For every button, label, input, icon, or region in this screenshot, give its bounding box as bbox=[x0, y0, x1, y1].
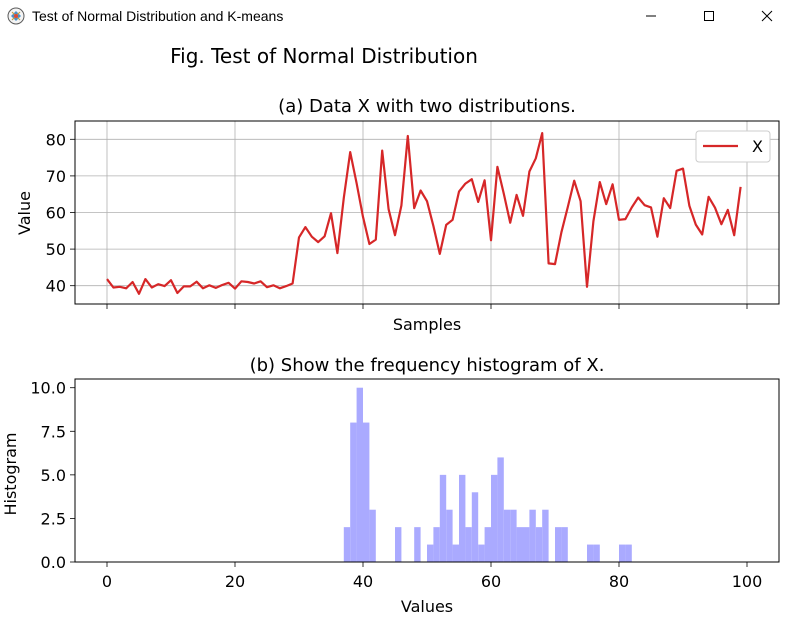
title-bar: Test of Normal Distribution and K-means bbox=[0, 0, 796, 32]
histogram-xtick-label: 80 bbox=[609, 572, 629, 591]
histogram-bar bbox=[523, 527, 530, 562]
histogram-bar bbox=[542, 509, 549, 562]
line-series-x bbox=[106, 132, 742, 295]
histogram-ytick-label: 10.0 bbox=[30, 379, 66, 398]
line-chart-ytick-label: 50 bbox=[46, 240, 66, 259]
histogram-bar bbox=[459, 474, 466, 562]
line-chart-frame bbox=[74, 120, 780, 305]
histogram-bar bbox=[503, 509, 511, 562]
histogram-bar bbox=[593, 544, 600, 562]
histogram-bar bbox=[491, 474, 498, 562]
histogram-ytick-label: 0.0 bbox=[41, 553, 66, 572]
histogram-bar bbox=[555, 527, 562, 562]
histogram-bar bbox=[369, 509, 376, 562]
histogram-bar bbox=[619, 544, 626, 562]
line-chart-ylabel: Value bbox=[15, 191, 34, 235]
histogram-bar bbox=[427, 544, 434, 562]
histogram-bar bbox=[625, 544, 632, 562]
histogram-ylabel: Histogram bbox=[1, 433, 20, 516]
histogram-ytick-label: 7.5 bbox=[41, 422, 66, 441]
histogram-bar bbox=[484, 527, 491, 562]
histogram-title: (b) Show the frequency histogram of X. bbox=[250, 355, 605, 376]
histogram-bar bbox=[516, 527, 523, 562]
line-chart-legend: X bbox=[695, 130, 771, 163]
histogram-ytick-label: 5.0 bbox=[41, 466, 66, 485]
histogram-bar bbox=[478, 544, 485, 562]
histogram-bar bbox=[497, 457, 504, 562]
histogram-ytick-label: 2.5 bbox=[41, 509, 66, 528]
line-chart-ytick-label: 80 bbox=[46, 130, 66, 149]
close-icon bbox=[761, 10, 773, 22]
histogram-xtick-label: 0 bbox=[102, 572, 112, 591]
figure-canvas: Fig. Test of Normal Distribution (a) Dat… bbox=[1, 44, 780, 616]
line-chart-xlabel: Samples bbox=[393, 315, 461, 334]
histogram-bar bbox=[465, 527, 472, 562]
histogram-bar bbox=[561, 527, 568, 562]
histogram-bar bbox=[587, 544, 594, 562]
histogram-bar bbox=[529, 509, 536, 562]
histogram-bar bbox=[356, 387, 363, 562]
close-button[interactable] bbox=[738, 0, 796, 32]
histogram-bar bbox=[414, 527, 421, 562]
line-chart-title: (a) Data X with two distributions. bbox=[278, 96, 576, 117]
histogram-xlabel: Values bbox=[401, 597, 453, 616]
histogram-bar bbox=[350, 422, 357, 562]
line-chart-axes: (a) Data X with two distributions. Sampl… bbox=[15, 96, 780, 334]
histogram-bar bbox=[510, 509, 517, 562]
legend-label-x: X bbox=[752, 137, 763, 156]
line-chart-ytick-label: 70 bbox=[46, 167, 66, 186]
histogram-bar bbox=[471, 492, 479, 562]
line-chart-ytick-label: 60 bbox=[46, 204, 66, 223]
histogram-xtick-label: 40 bbox=[353, 572, 373, 591]
histogram-bar bbox=[363, 422, 370, 562]
histogram-xtick-label: 20 bbox=[225, 572, 245, 591]
histogram-bar bbox=[433, 527, 440, 562]
histogram-xtick-label: 60 bbox=[481, 572, 501, 591]
histogram-xtick-label: 100 bbox=[732, 572, 763, 591]
maximize-icon bbox=[704, 11, 714, 21]
maximize-button[interactable] bbox=[680, 0, 738, 32]
histogram-bar bbox=[446, 509, 453, 562]
histogram-axes: (b) Show the frequency histogram of X. V… bbox=[1, 355, 780, 616]
histogram-frame bbox=[74, 378, 780, 563]
figure-suptitle: Fig. Test of Normal Distribution bbox=[170, 44, 478, 68]
histogram-plot-area bbox=[75, 379, 779, 562]
histogram-bar bbox=[395, 527, 402, 562]
histogram-bar bbox=[452, 544, 459, 562]
line-chart-ytick-label: 40 bbox=[46, 277, 66, 296]
window-title: Test of Normal Distribution and K-means bbox=[32, 8, 284, 24]
histogram-bar bbox=[439, 474, 447, 562]
minimize-icon bbox=[646, 15, 656, 17]
minimize-button[interactable] bbox=[622, 0, 680, 32]
histogram-bar bbox=[343, 527, 351, 562]
app-icon bbox=[7, 7, 25, 25]
histogram-bar bbox=[535, 527, 543, 562]
